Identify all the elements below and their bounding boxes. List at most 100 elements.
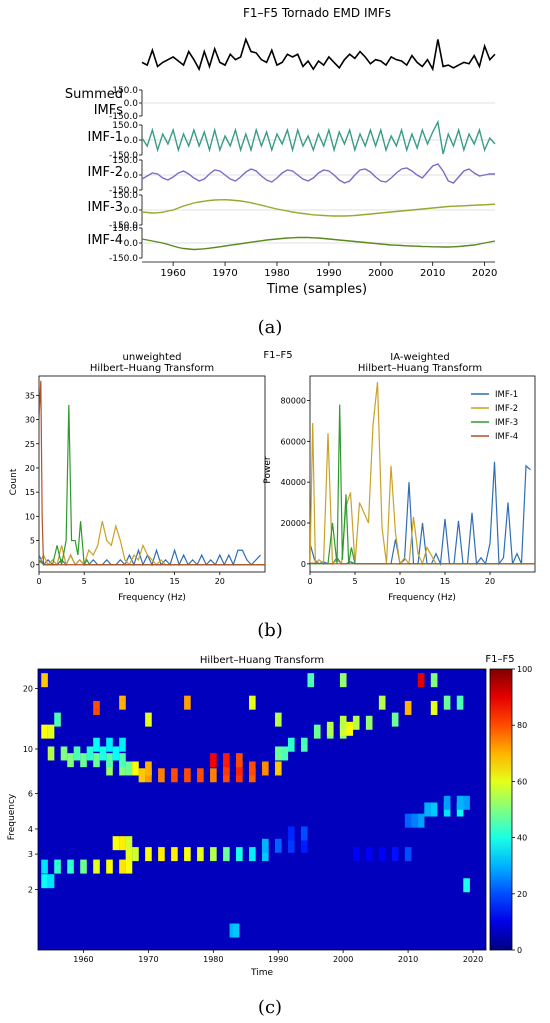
x-tick-label: 0	[36, 577, 41, 586]
colorbar-tick-label: 80	[517, 721, 527, 730]
heatmap-cell	[281, 746, 289, 761]
heatmap-cell	[67, 859, 74, 874]
heatmap-cell	[249, 847, 256, 862]
x-tick-label: 20	[215, 577, 225, 586]
series-line-imf-4	[310, 562, 535, 565]
panel-a-title: F1–F5 Tornado EMD IMFs	[243, 6, 391, 20]
panel-b-right-title-line2: Hilbert–Huang Transform	[358, 363, 482, 374]
x-tick-label: 1960	[73, 955, 93, 964]
heatmap-cell	[86, 746, 94, 761]
heatmap-cell	[443, 695, 451, 710]
y-tick-label: -150.0	[109, 151, 138, 161]
heatmap-cell	[404, 847, 412, 862]
heatmap-cell	[417, 813, 425, 828]
heatmap-frame	[37, 668, 487, 951]
heatmap-cell	[158, 768, 165, 783]
heatmap-cell	[262, 838, 269, 853]
heatmap-cell	[145, 761, 152, 776]
panel-b-super-title: F1–F5	[263, 350, 292, 361]
heatmap-grid	[38, 669, 486, 950]
heatmap-cell	[430, 700, 438, 715]
heatmap-cell	[456, 695, 464, 710]
heatmap-cell	[93, 737, 100, 752]
heatmap-cell	[73, 746, 81, 761]
heatmap-axes: 1960 1970 1980 1990 2000 2010 2020 2 3 4 6 10 20	[23, 668, 487, 964]
heatmap-cell	[339, 673, 347, 688]
heatmap-cell	[60, 746, 68, 761]
heatmap-cell	[41, 874, 48, 889]
heatmap-cell	[93, 700, 100, 715]
heatmap-cell	[47, 724, 55, 739]
unweighted-hht-plot: 0 5 10 15 20 0 5 10 15 20 25 30 35	[25, 375, 266, 586]
x-tick-label: 1960	[160, 268, 185, 279]
heatmap-cell	[106, 859, 113, 874]
panel-b-right-y-label: Power	[263, 456, 273, 484]
x-tick-label: 2010	[398, 955, 418, 964]
heatmap-cell	[274, 746, 282, 761]
panel-b-label: (b)	[257, 620, 283, 641]
panel-c-hht-heatmap: Hilbert–Huang Transform F1–F5 1960 1970 19…	[7, 654, 532, 1018]
heatmap-cell	[274, 761, 282, 776]
series-line-imf-4	[39, 380, 265, 566]
heatmap-cell	[456, 795, 464, 810]
heatmap-cell	[346, 721, 354, 736]
plot-frame	[38, 375, 266, 573]
x-tick-label: 10	[395, 577, 405, 586]
panel-a-x-label: Time (samples)	[266, 282, 367, 297]
panel-b-left-title-line2: Hilbert–Huang Transform	[90, 363, 214, 374]
heatmap-cell	[378, 695, 386, 710]
y-tick-label: 20	[25, 464, 35, 473]
heatmap-cell	[119, 695, 126, 710]
y-tick-label: 0	[30, 561, 35, 570]
y-tick-label: 0.0	[124, 206, 139, 216]
panel-c-label: (c)	[258, 997, 282, 1018]
y-tick-label: 150.0	[112, 224, 138, 234]
heatmap-cell	[119, 737, 126, 752]
heatmap-cell	[274, 838, 282, 853]
heatmap-cell	[210, 847, 217, 862]
heatmap-cell	[210, 768, 217, 783]
panel-b-left-x-label: Frequency (Hz)	[118, 593, 186, 603]
heatmap-cell	[404, 700, 412, 715]
y-tick-label: -150.0	[109, 221, 138, 231]
imf-line-4	[141, 236, 496, 251]
y-tick-label: 150.0	[112, 121, 138, 131]
panel-c-title: Hilbert–Huang Transform	[200, 655, 324, 666]
heatmap-cell	[232, 923, 240, 938]
heatmap-cell	[236, 847, 243, 862]
heatmap-cell	[106, 753, 113, 768]
colorbar-rect	[489, 668, 513, 951]
x-tick-label: 0	[307, 577, 312, 586]
y-tick-label: -150.0	[109, 112, 138, 122]
heatmap-cell	[223, 761, 230, 776]
panel-a-label: (a)	[258, 317, 283, 338]
colorbar-tick-label: 0	[517, 946, 522, 955]
heatmap-cell	[249, 695, 256, 710]
heatmap-cell	[119, 836, 126, 851]
panel-b-left-y-label: Count	[9, 468, 19, 495]
ia-weighted-hht-plot: 0 5 10 15 20020000400006000080000IMF-1IMF-2I…	[281, 375, 536, 586]
heatmap-cell	[236, 761, 243, 776]
heatmap-cell	[54, 859, 61, 874]
heatmap-cell	[417, 673, 425, 688]
heatmap-cell	[287, 737, 295, 752]
heatmap-cell	[80, 859, 87, 874]
colorbar-tick-label: 100	[517, 665, 532, 674]
heatmap-cell	[54, 712, 61, 727]
y-tick-label: 4	[28, 825, 33, 834]
y-tick-label: 80000	[281, 397, 306, 406]
heatmap-cell	[132, 847, 139, 862]
heatmap-cell	[47, 874, 55, 889]
heatmap-cell	[463, 795, 470, 810]
legend: IMF-1 IMF-2 IMF-3 IMF-4	[471, 390, 518, 442]
heatmap-cell	[158, 847, 165, 862]
heatmap-background	[38, 669, 486, 950]
heatmap-cell	[236, 753, 243, 768]
heatmap-cell	[112, 836, 120, 851]
heatmap-cell	[171, 768, 178, 783]
heatmap-cell	[326, 721, 334, 736]
series-line-imf-2	[39, 521, 175, 567]
